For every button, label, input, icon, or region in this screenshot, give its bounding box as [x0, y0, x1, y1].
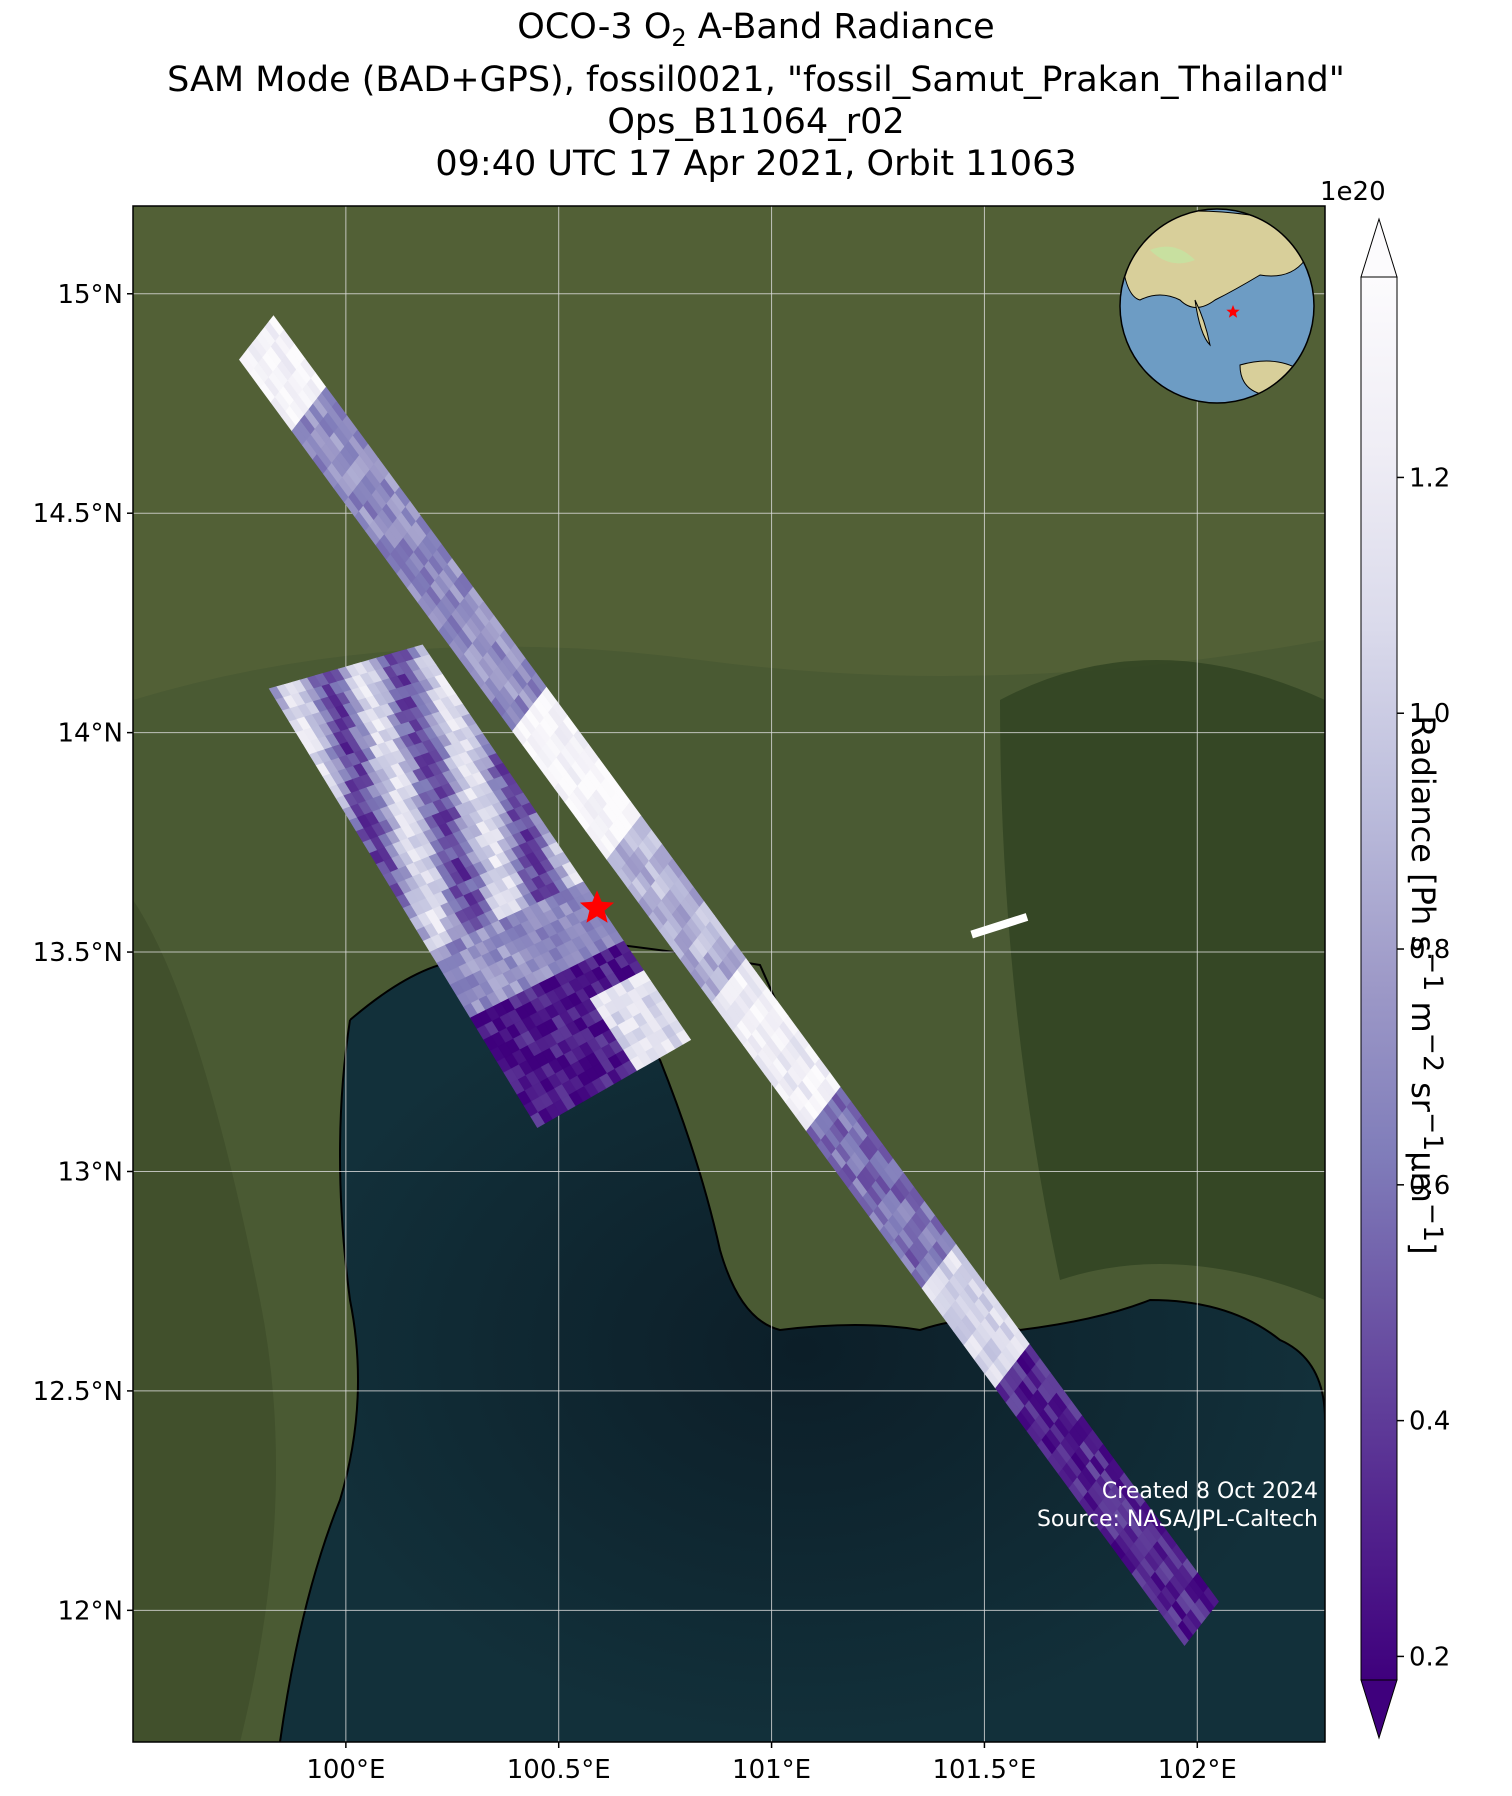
lat-tick-label-3: 13.5°N [33, 938, 123, 968]
colorbar-extend-min [1360, 1679, 1398, 1740]
lat-tick-label-6: 12°N [57, 1596, 123, 1626]
colorbar-frame [1360, 276, 1398, 1681]
colorbar-tick-label-4: 1.0 [1409, 699, 1450, 729]
colorbar-tick-label-2: 0.6 [1409, 1171, 1450, 1201]
ocean [280, 957, 1325, 1742]
lon-tick-label-0: 100°E [306, 1755, 385, 1785]
colorbar: 0.2 0.4 0.6 0.8 1.0 1.2 [1360, 217, 1450, 1740]
inset-target-marker [1226, 305, 1240, 318]
colorbar-tick-label-3: 0.8 [1409, 935, 1450, 965]
mountains-west [133, 900, 276, 1742]
globe-icon [1119, 208, 1315, 404]
credit-created: Created 8 Oct 2024 [1101, 1479, 1318, 1504]
extra-footprint [970, 913, 1029, 939]
colorbar-extend-max [1360, 217, 1398, 278]
colorbar-tick-label-1: 0.4 [1409, 1407, 1450, 1437]
lat-tick-label-1: 14.5°N [33, 499, 123, 529]
lat-tick-label-5: 12.5°N [33, 1377, 123, 1407]
target-star-marker [579, 890, 615, 923]
colorbar-gradient [1361, 277, 1397, 1680]
credit-text: Created 8 Oct 2024 Source: NASA/JPL-Calt… [1037, 1478, 1318, 1534]
mountains-east [1000, 660, 1325, 1300]
credit-source: Source: NASA/JPL-Caltech [1036, 1507, 1318, 1532]
title-line-4: 09:40 UTC 17 Apr 2021, Orbit 11063 [435, 144, 1077, 184]
lat-tick-label-2: 14°N [57, 719, 123, 749]
lon-tick-label-1: 100.5°E [507, 1755, 611, 1785]
lat-tick-label-0: 15°N [57, 280, 123, 310]
marker-layer [579, 890, 615, 923]
east-swath [239, 315, 1219, 1646]
map-frame [132, 205, 1326, 1743]
title-line-1: OCO-3 O2 A-Band Radiance [517, 7, 995, 52]
lon-tick-label-4: 102°E [1158, 1755, 1237, 1785]
lat-tick-label-4: 13°N [57, 1157, 123, 1187]
title-line-3: Ops_B11064_r02 [607, 102, 905, 142]
colorbar-exponent: 1e20 [1320, 177, 1386, 207]
lon-tick-label-2: 101°E [732, 1755, 811, 1785]
swath-footprints [239, 315, 1219, 1646]
chart-title: OCO-3 O2 A-Band Radiance SAM Mode (BAD+G… [0, 6, 1512, 185]
lon-tick-label-3: 101.5°E [932, 1755, 1036, 1785]
colorbar-tick-label-5: 1.2 [1409, 463, 1450, 493]
axis-ticks: 100°E 100.5°E 101°E 101.5°E 102°E 15°N 14.5°N 1… [33, 280, 1237, 1785]
title-line-2: SAM Mode (BAD+GPS), fossil0021, "fossil_… [167, 60, 1345, 100]
colorbar-tick-label-0: 0.2 [1409, 1642, 1450, 1672]
